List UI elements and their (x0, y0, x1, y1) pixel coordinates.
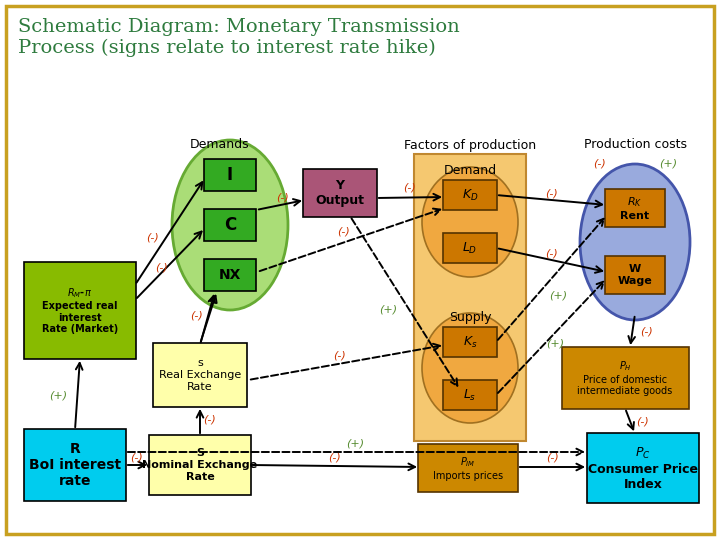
Text: (-): (-) (593, 158, 606, 168)
Text: I: I (227, 166, 233, 184)
Text: (-): (-) (204, 415, 217, 425)
Text: (-): (-) (636, 416, 649, 426)
FancyBboxPatch shape (562, 347, 688, 409)
Text: (-): (-) (333, 350, 346, 360)
Text: $R_K$
Rent: $R_K$ Rent (621, 195, 649, 221)
Text: Schematic Diagram: Monetary Transmission
Process (signs relate to interest rate : Schematic Diagram: Monetary Transmission… (18, 18, 460, 57)
Text: (-): (-) (546, 248, 559, 258)
FancyBboxPatch shape (587, 433, 699, 503)
Ellipse shape (172, 140, 288, 310)
Text: (+): (+) (346, 438, 364, 448)
Text: NX: NX (219, 268, 241, 282)
Text: S
Nominal Exchange
Rate: S Nominal Exchange Rate (143, 448, 258, 482)
Text: $L_D$: $L_D$ (462, 240, 477, 255)
Text: W
Wage: W Wage (618, 264, 652, 286)
FancyBboxPatch shape (605, 189, 665, 227)
FancyBboxPatch shape (418, 444, 518, 492)
Text: $P_H$
Price of domestic
intermediate goods: $P_H$ Price of domestic intermediate goo… (577, 360, 672, 396)
FancyBboxPatch shape (303, 169, 377, 217)
Text: Production costs: Production costs (583, 138, 686, 152)
Text: $K_D$: $K_D$ (462, 187, 478, 202)
Text: (-): (-) (404, 183, 416, 193)
Text: (-): (-) (328, 453, 341, 463)
Text: $P_C$
Consumer Price
Index: $P_C$ Consumer Price Index (588, 446, 698, 490)
Text: C: C (224, 216, 236, 234)
Ellipse shape (422, 167, 518, 277)
FancyBboxPatch shape (443, 180, 497, 210)
FancyBboxPatch shape (443, 380, 497, 410)
FancyBboxPatch shape (443, 327, 497, 357)
Text: (-): (-) (147, 232, 159, 242)
Text: Factors of production: Factors of production (404, 138, 536, 152)
Text: (-): (-) (276, 193, 289, 203)
Ellipse shape (580, 164, 690, 320)
FancyBboxPatch shape (24, 261, 136, 359)
Text: (+): (+) (549, 290, 567, 300)
FancyBboxPatch shape (414, 154, 526, 441)
Text: R
BoI interest
rate: R BoI interest rate (29, 442, 121, 488)
Text: (-): (-) (546, 188, 559, 198)
Ellipse shape (422, 313, 518, 423)
Text: (+): (+) (379, 305, 397, 315)
Text: $L_s$: $L_s$ (464, 388, 477, 402)
Text: $R_M$-$\pi$
Expected real
interest
Rate (Market): $R_M$-$\pi$ Expected real interest Rate … (42, 286, 118, 334)
Text: (-): (-) (641, 326, 653, 336)
Text: $K_s$: $K_s$ (463, 334, 477, 349)
Text: $P_{IM}$
Imports prices: $P_{IM}$ Imports prices (433, 455, 503, 481)
Text: (-): (-) (191, 310, 203, 320)
FancyBboxPatch shape (24, 429, 126, 501)
FancyBboxPatch shape (153, 343, 247, 407)
FancyBboxPatch shape (204, 159, 256, 191)
Text: Demands: Demands (190, 138, 250, 152)
Text: Demand: Demand (444, 164, 497, 177)
FancyBboxPatch shape (204, 209, 256, 241)
Text: (+): (+) (546, 338, 564, 348)
FancyBboxPatch shape (443, 233, 497, 263)
FancyBboxPatch shape (204, 259, 256, 291)
Text: (-): (-) (338, 227, 351, 237)
Text: Supply: Supply (449, 312, 491, 325)
Text: (-): (-) (546, 453, 559, 463)
Text: (+): (+) (659, 158, 677, 168)
Text: (-): (-) (130, 453, 143, 463)
Text: (+): (+) (49, 390, 67, 400)
Text: s
Real Exchange
Rate: s Real Exchange Rate (159, 359, 241, 392)
Text: Y
Output: Y Output (315, 179, 364, 207)
Text: (-): (-) (156, 263, 168, 273)
FancyBboxPatch shape (605, 256, 665, 294)
FancyBboxPatch shape (149, 435, 251, 495)
